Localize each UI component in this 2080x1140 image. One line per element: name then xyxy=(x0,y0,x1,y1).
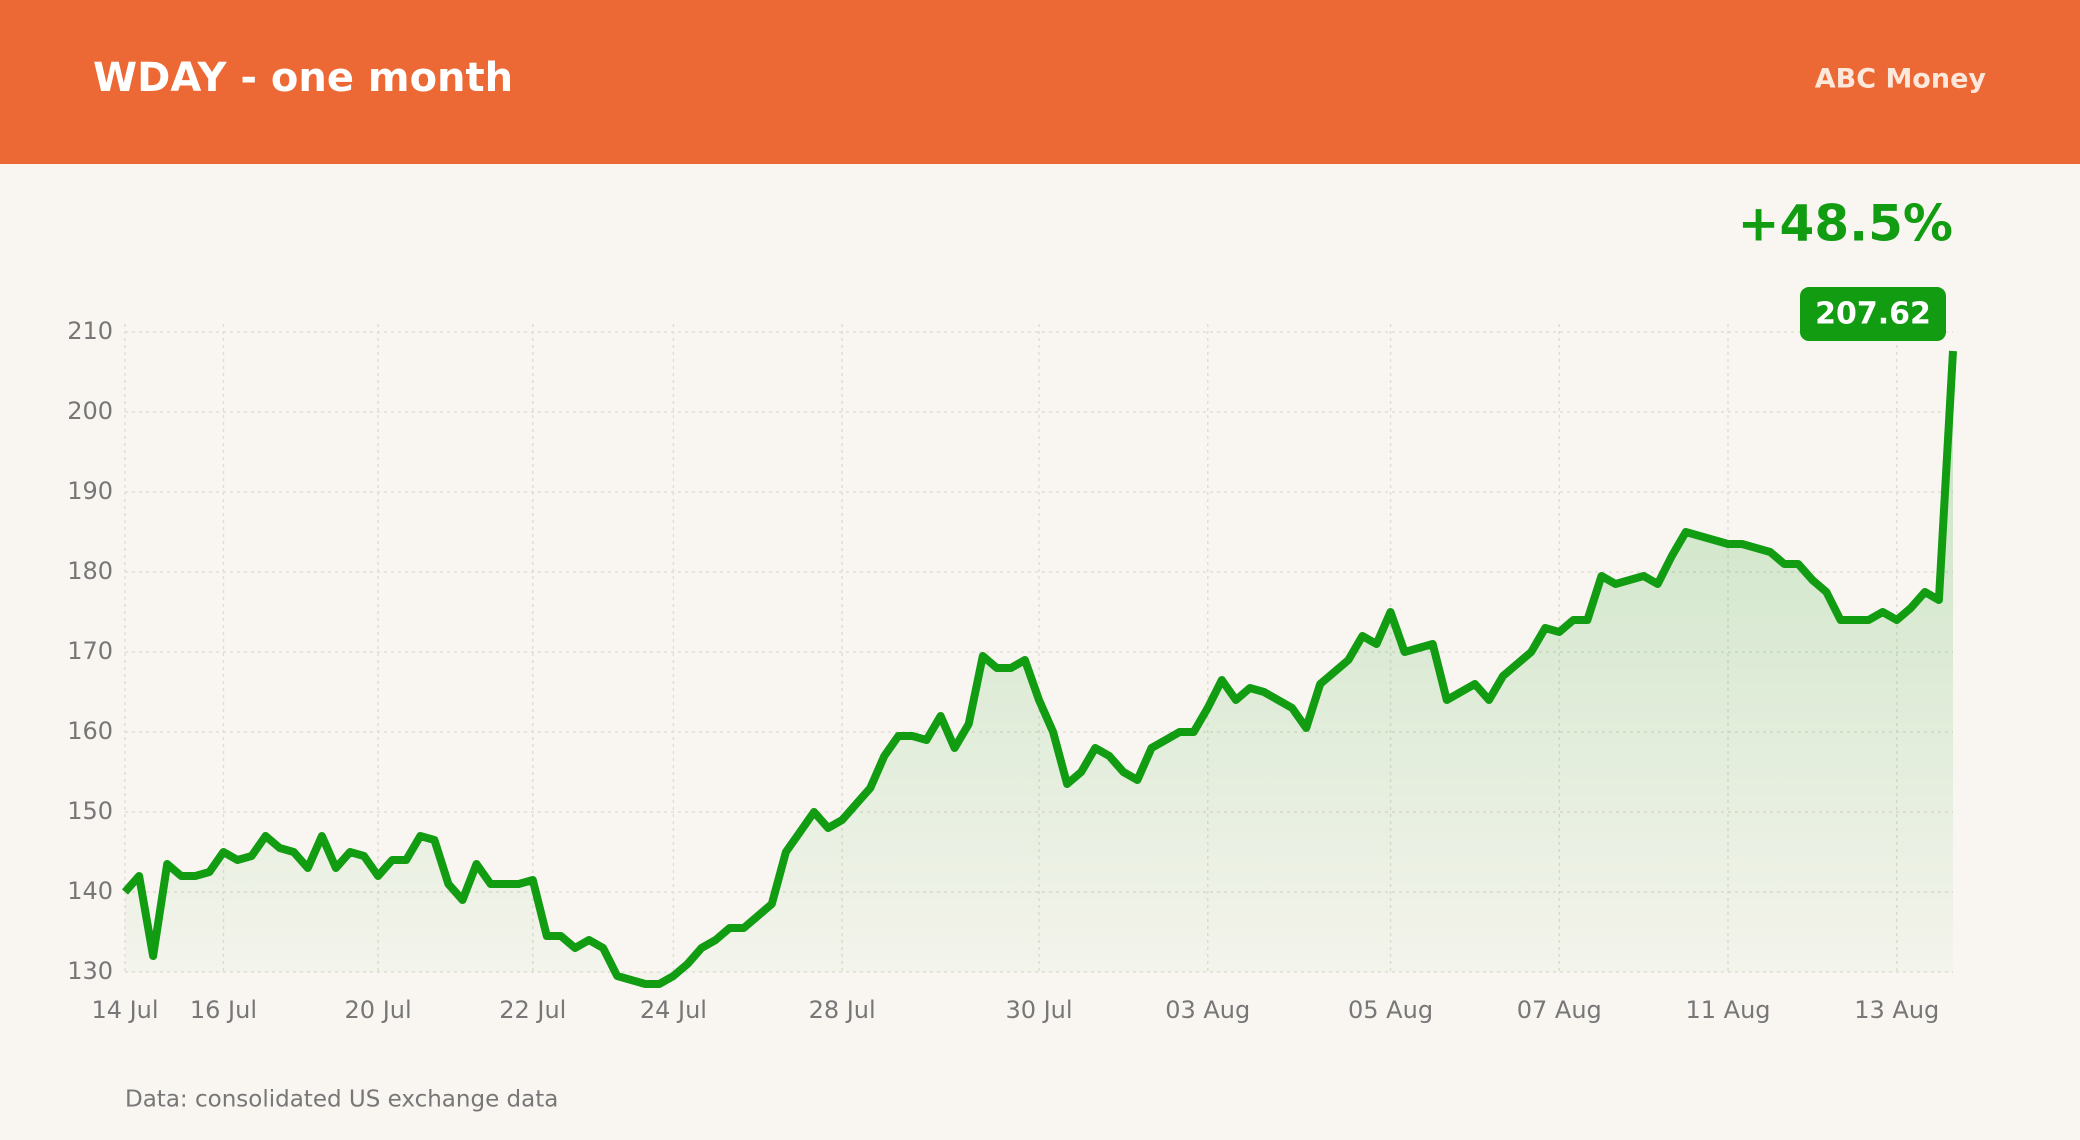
change: +48.5% xyxy=(1738,195,1953,253)
x-tick-label: 30 Jul xyxy=(1005,996,1072,1024)
x-tick-label: 28 Jul xyxy=(809,996,876,1024)
x-tick-label: 13 Aug xyxy=(1854,996,1939,1024)
brand: ABC Money xyxy=(1815,64,1987,95)
y-tick-label: 210 xyxy=(67,317,113,345)
last-price-badge xyxy=(1800,287,1946,342)
y-tick-label: 190 xyxy=(67,477,113,505)
x-tick-label: 11 Aug xyxy=(1685,996,1770,1024)
x-tick-label: 22 Jul xyxy=(499,996,566,1024)
y-tick-label: 130 xyxy=(67,957,113,985)
last-price-label: 207.62 xyxy=(1815,297,1931,332)
page-title: WDAY - one month xyxy=(93,55,513,101)
y-tick-label: 140 xyxy=(67,877,113,905)
price-line xyxy=(121,350,1957,988)
area xyxy=(125,351,1953,984)
x-tick-label: 03 Aug xyxy=(1165,996,1250,1024)
y-tick-label: 160 xyxy=(67,717,113,745)
y-tick-label: 200 xyxy=(67,397,113,425)
x-tick-label: 07 Aug xyxy=(1517,996,1602,1024)
x-tick-label: 05 Aug xyxy=(1348,996,1433,1024)
y-tick-label: 170 xyxy=(67,637,113,665)
source-note: Data: consolidated US exchange data xyxy=(125,1087,558,1113)
y-tick-label: 150 xyxy=(67,797,113,825)
x-tick-label: 14 Jul xyxy=(91,996,158,1024)
plot: 130 140 150 160 170 180 190 200 210 14 Jul 16 Jul 2… xyxy=(67,287,1957,1024)
x-tick-label: 20 Jul xyxy=(345,996,412,1024)
x-tick-label: 16 Jul xyxy=(190,996,257,1024)
x-tick-label: 24 Jul xyxy=(640,996,707,1024)
y-tick-label: 180 xyxy=(67,557,113,585)
header-bar xyxy=(0,0,2080,164)
